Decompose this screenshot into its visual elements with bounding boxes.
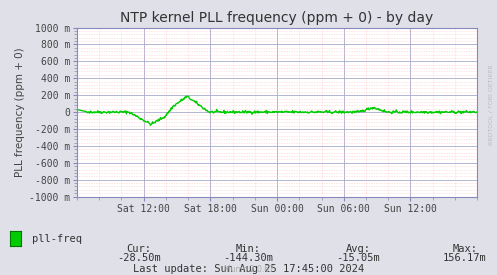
Text: -15.05m: -15.05m xyxy=(336,253,380,263)
Text: -28.50m: -28.50m xyxy=(117,253,161,263)
Text: Max:: Max: xyxy=(452,244,477,254)
Text: Last update: Sun Aug 25 17:45:00 2024: Last update: Sun Aug 25 17:45:00 2024 xyxy=(133,264,364,274)
Text: Munin 2.0.67: Munin 2.0.67 xyxy=(224,265,273,274)
Text: RRDTOOL / TOBI OETIKER: RRDTOOL / TOBI OETIKER xyxy=(488,64,493,145)
Title: NTP kernel PLL frequency (ppm + 0) - by day: NTP kernel PLL frequency (ppm + 0) - by … xyxy=(120,11,434,25)
Text: -144.30m: -144.30m xyxy=(224,253,273,263)
Text: pll-freq: pll-freq xyxy=(32,234,83,244)
Text: Min:: Min: xyxy=(236,244,261,254)
Text: Avg:: Avg: xyxy=(345,244,370,254)
Text: Cur:: Cur: xyxy=(127,244,152,254)
Y-axis label: PLL frequency (ppm + 0): PLL frequency (ppm + 0) xyxy=(15,47,25,177)
Text: 156.17m: 156.17m xyxy=(443,253,487,263)
